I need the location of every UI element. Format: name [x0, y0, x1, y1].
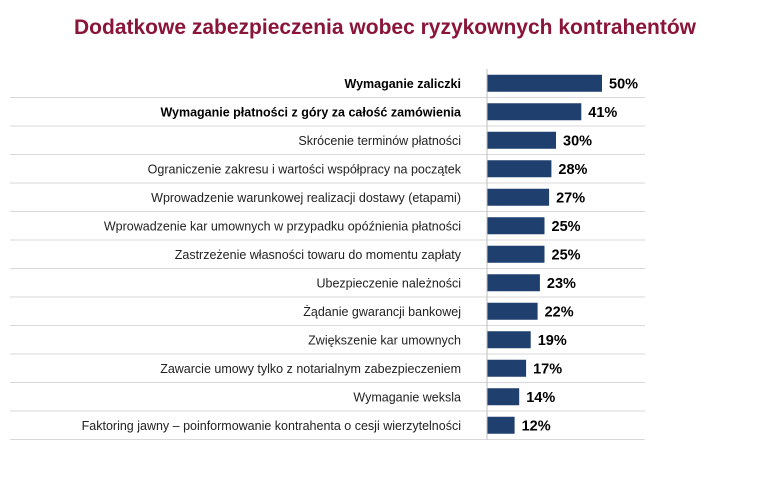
bar [487, 416, 515, 434]
category-label: Wprowadzenie kar umownych w przypadku op… [104, 219, 461, 233]
value-label: 25% [552, 219, 581, 235]
category-label: Faktoring jawny – poinformowanie kontrah… [82, 419, 461, 433]
value-label: 17% [533, 361, 562, 377]
category-label: Ograniczenie zakresu i wartości współpra… [148, 162, 462, 176]
value-label: 12% [522, 418, 551, 434]
category-label: Żądanie gwarancji bankowej [303, 305, 461, 319]
bar [487, 131, 556, 149]
category-label: Skrócenie terminów płatności [298, 134, 461, 148]
category-label: Zawarcie umowy tylko z notarialnym zabez… [160, 362, 461, 376]
value-label: 30% [563, 133, 592, 149]
value-label: 23% [547, 276, 576, 292]
bar [487, 302, 538, 320]
bar [487, 388, 520, 406]
bar [487, 217, 545, 235]
chart-title: Dodatkowe zabezpieczenia wobec ryzykowny… [74, 16, 696, 39]
category-label: Wprowadzenie warunkowej realizacji dosta… [151, 191, 461, 205]
bar [487, 359, 527, 377]
bar [487, 245, 545, 263]
value-label: 27% [556, 190, 585, 206]
value-label: 41% [588, 105, 617, 121]
bar [487, 188, 550, 206]
category-label: Zwiększenie kar umownych [308, 333, 461, 347]
value-label: 50% [609, 76, 638, 92]
value-label: 22% [545, 304, 574, 320]
bar [487, 103, 582, 121]
value-label: 28% [558, 162, 587, 178]
bar [487, 74, 602, 92]
category-label: Wymaganie zaliczki [345, 77, 462, 91]
category-label: Ubezpieczenie należności [316, 276, 461, 290]
category-label: Wymaganie płatności z góry za całość zam… [160, 105, 462, 119]
category-label: Wymaganie weksla [353, 390, 461, 404]
value-label: 19% [538, 333, 567, 349]
value-label: 14% [526, 390, 555, 406]
category-label: Zastrzeżenie własności towaru do momentu… [175, 248, 462, 262]
bar [487, 274, 540, 292]
bar [487, 331, 531, 349]
value-label: 25% [552, 247, 581, 263]
bar [487, 160, 552, 178]
